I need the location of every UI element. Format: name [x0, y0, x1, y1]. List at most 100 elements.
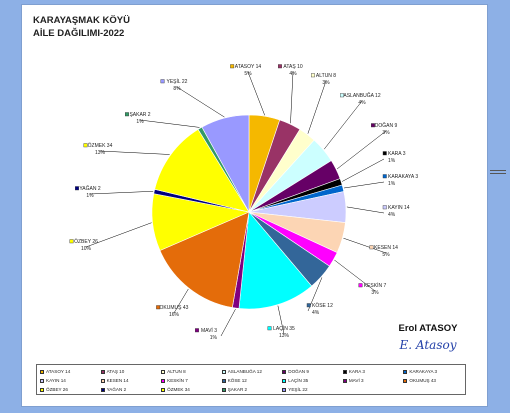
- pie-chart-area: ATASOY 14 5% ATAŞ 10 4% ALTUN 8 3% ASLANBUĞA 1…: [22, 5, 489, 360]
- slice-labels: ATASOY 145%ATAŞ 104% ALTUN 83%ASLANBUĞA 1…: [69, 64, 418, 341]
- legend-swatch: [403, 378, 408, 383]
- slice-label: KESEN 14: [374, 245, 398, 251]
- slice-label: OKUMUŞ 43: [160, 305, 189, 311]
- legend-label: LAÇİN 35: [288, 378, 309, 383]
- legend-swatch: [161, 387, 166, 392]
- chart-title-line-1: KARAYAŞMAK KÖYÜ: [33, 15, 130, 26]
- slice-label: ÖZMEK 34: [88, 142, 113, 149]
- legend-item: ÖZMEK 34: [161, 385, 220, 394]
- slice-percent: 10%: [81, 246, 92, 252]
- legend-item: YEŞİL 22: [282, 385, 341, 394]
- slice-percent: 16%: [169, 312, 180, 318]
- slice-label: KÖSE 12: [312, 302, 333, 309]
- legend-swatch: [403, 369, 408, 374]
- legend-label: KAYIN 14: [46, 378, 66, 383]
- legend-item: KARAKAYA 3: [403, 367, 462, 376]
- slice-percent: 4%: [289, 71, 297, 77]
- legend-item: KARA 3: [342, 367, 402, 376]
- slice-label: KESKİN 7: [364, 282, 387, 289]
- legend-swatch: [342, 369, 347, 374]
- legend-item: KESEN 14: [100, 376, 160, 385]
- legend-item: ATASOY 14: [40, 367, 99, 376]
- slice-label: KARAKAYA 3: [388, 174, 418, 180]
- decorative-line: [490, 170, 506, 171]
- legend-swatch: [40, 369, 44, 374]
- legend-item: OKUMUŞ 43: [403, 376, 462, 385]
- chart-panel: KARAYAŞMAK KÖYÜ AİLE DAĞILIMI-2022 ATASO…: [21, 4, 488, 407]
- legend-swatch: [100, 387, 105, 392]
- slice-label: LAÇİN 35: [273, 325, 295, 332]
- label-swatch: [83, 143, 88, 148]
- legend-label: KÖSE 12: [227, 378, 247, 383]
- legend-item: LAÇİN 35: [282, 376, 341, 385]
- slice-label: MAVİ 3: [201, 327, 217, 334]
- legend-label: MAVİ 3: [348, 378, 364, 383]
- legend-swatch: [282, 387, 287, 392]
- legend-label: ŞAKAR 2: [227, 387, 248, 392]
- slice-label: DOĞAN 9: [375, 122, 398, 129]
- slice-percent: 1%: [136, 119, 144, 125]
- leader-line: [277, 305, 285, 335]
- pie-slice-özmek: [154, 129, 250, 213]
- chart-legend: ATASOY 14 ATAŞ 10 ALTUN 8 ASLANBUĞA 12 DOĞAN…: [36, 364, 466, 395]
- pie-slice-laçi̇n: [238, 211, 313, 310]
- legend-item: ATAŞ 10: [100, 367, 160, 376]
- label-swatch: [75, 186, 79, 191]
- legend-item: ALTUN 8: [161, 367, 220, 376]
- legend-item: ÖZBEY 26: [40, 385, 99, 394]
- slice-percent: 1%: [388, 158, 396, 164]
- leader-line: [139, 119, 200, 128]
- label-swatch: [160, 79, 165, 84]
- leader-line: [290, 71, 294, 124]
- legend-swatch: [100, 378, 105, 383]
- label-swatch: [156, 305, 161, 310]
- slice-label: ALTUN 8: [316, 73, 336, 79]
- legend-swatch: [100, 369, 105, 374]
- legend-item: ŞAKAR 2: [221, 385, 281, 394]
- slice-label: YAĞAN 2: [79, 185, 101, 192]
- slice-percent: 8%: [173, 86, 181, 92]
- leader-line: [85, 222, 152, 248]
- leader-line: [307, 80, 327, 134]
- leader-line: [173, 288, 189, 314]
- legend-item: KÖSE 12: [221, 376, 281, 385]
- label-swatch: [267, 326, 272, 331]
- label-swatch: [230, 64, 235, 69]
- legend-label: ALTUN 8: [167, 369, 186, 374]
- leader-line: [336, 130, 387, 170]
- legend-swatch: [221, 387, 226, 392]
- signature-block: Erol ATASOY E. Atasoy: [388, 323, 468, 352]
- leader-line: [176, 86, 225, 118]
- slice-label: ASLANBUĞA 12: [343, 92, 380, 99]
- legend-swatch: [221, 378, 226, 383]
- legend-label: ÖZMEK 34: [167, 387, 190, 392]
- slice-percent: 4%: [358, 100, 366, 106]
- leader-line: [343, 237, 387, 254]
- legend-item: YAĞAN 2: [100, 385, 160, 394]
- slice-percent: 4%: [388, 212, 396, 218]
- slice-label: ÖZBEY 26: [74, 238, 98, 245]
- legend-label: ASLANBUĞA 12: [227, 369, 262, 374]
- legend-label: ÖZBEY 26: [46, 387, 68, 392]
- legend-label: ATAŞ 10: [106, 369, 125, 374]
- slice-label: ATASOY 14: [235, 64, 262, 70]
- decorative-line: [490, 173, 506, 174]
- label-swatch: [371, 123, 375, 128]
- slice-percent: 3%: [322, 80, 330, 86]
- slice-label: YEŞİL 22: [167, 78, 188, 85]
- slice-label: KAYIN 14: [388, 205, 410, 211]
- slice-percent: 5%: [244, 71, 252, 77]
- label-swatch: [194, 328, 199, 333]
- legend-item: KESKİN 7: [161, 376, 220, 385]
- legend-swatch: [342, 378, 347, 383]
- leader-line: [220, 308, 236, 337]
- slice-percent: 5%: [382, 252, 390, 258]
- chart-title: KARAYAŞMAK KÖYÜ AİLE DAĞILIMI-2022: [33, 14, 130, 40]
- legend-swatch: [282, 378, 287, 383]
- author-signature: E. Atasoy: [399, 338, 457, 352]
- legend-label: KESEN 14: [106, 378, 129, 383]
- leader-line: [334, 259, 376, 292]
- leader-line: [343, 181, 385, 189]
- label-swatch: [369, 245, 374, 250]
- chart-title-line-2: AİLE DAĞILIMI-2022: [33, 28, 125, 39]
